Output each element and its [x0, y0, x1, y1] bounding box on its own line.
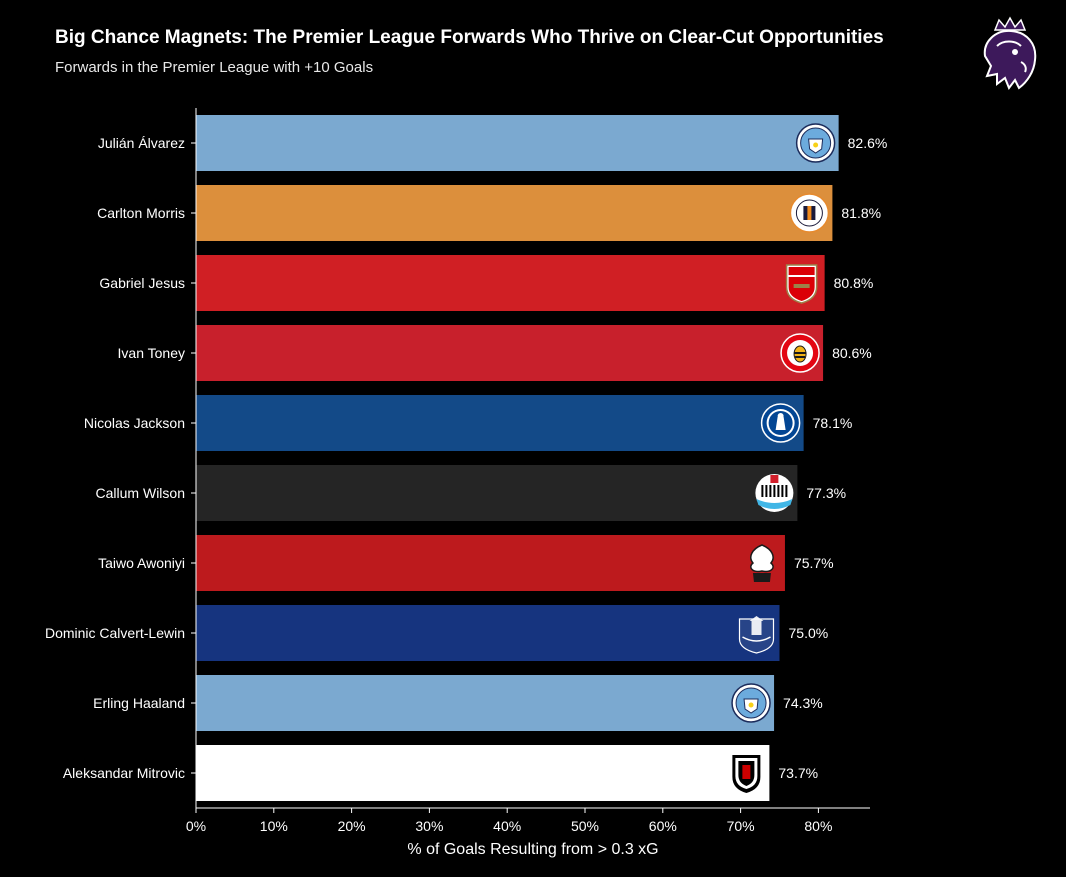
category-label-7: Dominic Calvert-Lewin: [45, 625, 185, 641]
x-axis-label: % of Goals Resulting from > 0.3 xG: [407, 841, 658, 858]
x-tick-label-6: 60%: [649, 818, 677, 834]
chelsea-crest-icon: [760, 403, 801, 443]
fulham-crest-icon: [732, 755, 761, 793]
x-tick-label-5: 50%: [571, 818, 599, 834]
brentford-crest-icon: [780, 333, 820, 373]
value-label-0: 82.6%: [848, 135, 888, 151]
x-tick-label-3: 30%: [415, 818, 443, 834]
bar-1: [196, 185, 833, 241]
value-label-6: 75.7%: [794, 555, 834, 571]
newcastle-united-crest-icon: [755, 474, 794, 512]
arsenal-crest-icon: [785, 264, 818, 304]
everton-crest-icon: [738, 616, 775, 654]
value-label-4: 78.1%: [813, 415, 853, 431]
category-label-6: Taiwo Awoniyi: [98, 555, 185, 571]
category-label-4: Nicolas Jackson: [84, 415, 185, 431]
chart-title: Big Chance Magnets: The Premier League F…: [55, 27, 884, 48]
x-tick-label-0: 0%: [186, 818, 206, 834]
manchester-city-crest-icon: [795, 123, 836, 163]
category-label-8: Erling Haaland: [93, 695, 185, 711]
premier-league-lion-icon: [983, 16, 1037, 91]
bar-6: [196, 535, 785, 591]
bar-0: [196, 115, 839, 171]
bar-9: [196, 745, 770, 801]
x-tick-label-1: 10%: [260, 818, 288, 834]
value-label-7: 75.0%: [789, 625, 829, 641]
chart-subtitle: Forwards in the Premier League with +10 …: [55, 59, 374, 76]
category-label-5: Callum Wilson: [96, 485, 185, 501]
x-tick-label-8: 80%: [804, 818, 832, 834]
bar-8: [196, 675, 775, 731]
value-label-9: 73.7%: [778, 765, 818, 781]
bar-5: [196, 465, 798, 521]
category-label-9: Aleksandar Mitrovic: [63, 765, 185, 781]
value-label-8: 74.3%: [783, 695, 823, 711]
bar-2: [196, 255, 825, 311]
category-label-3: Ivan Toney: [118, 345, 185, 361]
luton-town-crest-icon: [789, 193, 830, 233]
value-label-2: 80.8%: [834, 275, 874, 291]
bar-4: [196, 395, 804, 451]
category-label-1: Carlton Morris: [97, 205, 185, 221]
x-tick-label-2: 20%: [338, 818, 366, 834]
category-label-0: Julián Álvarez: [98, 135, 185, 151]
value-label-5: 77.3%: [806, 485, 846, 501]
value-label-1: 81.8%: [841, 205, 881, 221]
x-tick-label-4: 40%: [493, 818, 521, 834]
bar-7: [196, 605, 780, 661]
manchester-city-crest-icon: [731, 683, 771, 723]
category-label-2: Gabriel Jesus: [99, 275, 185, 291]
nottingham-forest-crest-icon: [750, 544, 774, 582]
bar-3: [196, 325, 824, 381]
x-tick-label-7: 70%: [727, 818, 755, 834]
value-label-3: 80.6%: [832, 345, 872, 361]
